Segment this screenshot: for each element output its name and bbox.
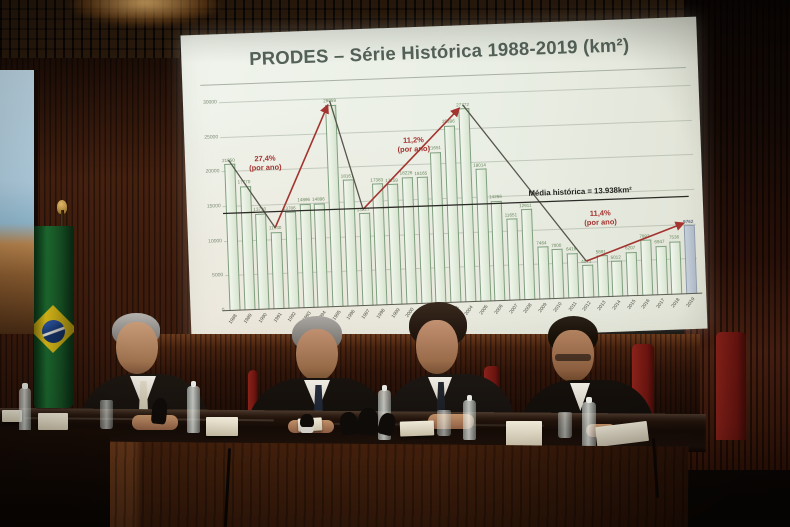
- person-3-face: [416, 320, 458, 374]
- chart: 0500010000150002000025000300002105019881…: [180, 17, 707, 348]
- flag-cloth: [34, 226, 74, 408]
- table-shadow: [0, 430, 110, 527]
- annotation-label: 27,4% (por ano): [248, 153, 282, 173]
- name-card: [206, 417, 238, 436]
- person-4-glasses: [555, 354, 591, 361]
- conference-table-front: [51, 441, 689, 527]
- name-card: [506, 421, 542, 448]
- annotation-label: 11,4% (por ano): [584, 208, 617, 227]
- flag-shading: [34, 226, 74, 408]
- water-bottle: [582, 397, 596, 450]
- person-1-face: [116, 322, 158, 374]
- red-chair: [248, 370, 258, 414]
- brazil-flag: [34, 200, 82, 420]
- water-bottle: [187, 381, 200, 433]
- name-card: [38, 413, 68, 430]
- trend-lines: [222, 100, 689, 262]
- flag-finial-icon: [57, 200, 67, 214]
- microphone-icon: [356, 407, 380, 436]
- water-glass: [437, 410, 451, 436]
- water-bottle: [19, 383, 31, 432]
- side-window: [0, 70, 38, 334]
- annotation-label: 11,2% (por ano): [397, 135, 431, 154]
- person-2-face: [296, 329, 338, 381]
- water-glass: [100, 400, 113, 429]
- projection-screen: PRODES – Série Histórica 1988-2019 (km²)…: [180, 16, 708, 348]
- person-3-tie: [436, 382, 446, 432]
- red-chair: [716, 332, 746, 440]
- flag-globe: [42, 320, 65, 343]
- water-bottle: [463, 395, 476, 440]
- name-card: [2, 410, 22, 422]
- water-glass: [558, 412, 572, 438]
- name-card: [399, 420, 435, 437]
- microphone-icon: [300, 414, 314, 433]
- microphone-icon: [150, 397, 169, 425]
